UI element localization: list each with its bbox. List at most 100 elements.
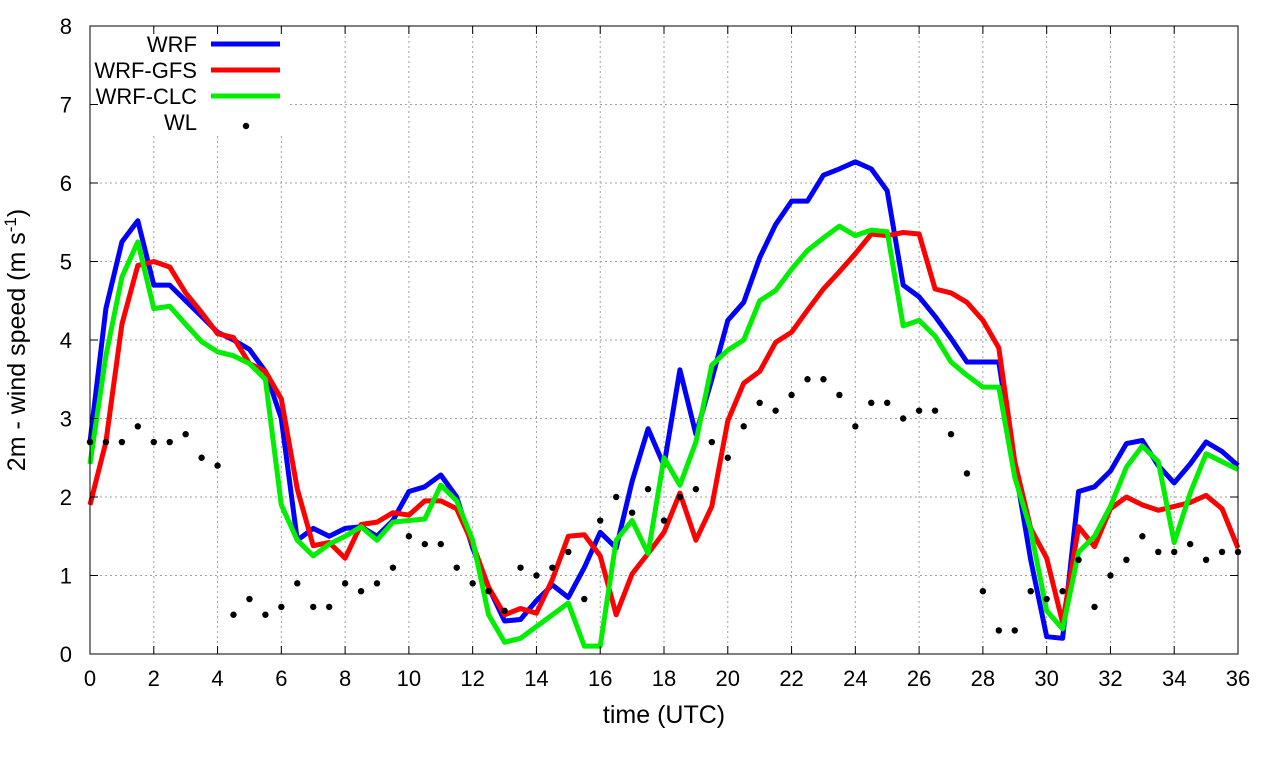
data-point-wl	[995, 627, 1003, 634]
data-point-wl	[1202, 556, 1210, 563]
data-point-wl	[676, 493, 684, 501]
data-point-wl	[421, 540, 429, 548]
data-point-wl	[836, 391, 843, 399]
x-tick-label: 18	[652, 666, 676, 691]
series-line-wrf-gfs	[87, 230, 1241, 626]
data-point-wl	[1027, 588, 1034, 595]
legend-label-wrf: WRF	[147, 32, 197, 57]
data-point-wl	[979, 588, 987, 595]
legend-label-wrf-clc: WRF-CLC	[96, 84, 198, 109]
y-tick-label: 2	[60, 485, 72, 510]
data-point-wl	[1139, 533, 1146, 540]
data-point-wl	[612, 493, 620, 501]
data-point-wl	[246, 595, 253, 603]
data-point-wl	[597, 517, 604, 524]
x-tick-label: 2	[148, 666, 160, 691]
legend-label-wrf-gfs: WRF-GFS	[94, 58, 197, 83]
data-point-wl	[485, 588, 492, 595]
data-point-wl	[118, 438, 126, 446]
data-point-wl	[262, 611, 269, 618]
data-point-wl	[708, 438, 716, 446]
data-point-wl	[1171, 548, 1178, 556]
data-point-wl	[915, 407, 923, 414]
x-tick-label: 14	[524, 666, 548, 691]
data-point-wl	[214, 462, 221, 469]
data-point-wl	[102, 438, 110, 446]
y-tick-label: 4	[60, 328, 72, 353]
x-tick-label: 22	[779, 666, 803, 691]
x-tick-label: 30	[1034, 666, 1058, 691]
data-point-wl	[1155, 548, 1162, 556]
x-tick-label: 8	[339, 666, 351, 691]
data-point-wl	[820, 376, 827, 383]
data-point-wl	[756, 399, 763, 406]
legend-label-wl: WL	[164, 110, 197, 135]
x-tick-label: 28	[971, 666, 995, 691]
data-point-wl	[692, 485, 700, 493]
data-point-wl	[899, 415, 907, 422]
data-point-wl	[660, 517, 668, 524]
data-point-wl	[533, 572, 540, 579]
x-tick-label: 26	[907, 666, 931, 691]
x-tick-label: 6	[275, 666, 287, 691]
data-point-wl	[198, 454, 205, 461]
x-tick-label: 24	[843, 666, 867, 691]
x-tick-label: 10	[397, 666, 421, 691]
y-tick-label: 1	[60, 564, 72, 589]
data-point-wl	[389, 564, 397, 571]
x-tick-label: 20	[716, 666, 740, 691]
data-point-wl	[134, 423, 142, 430]
data-point-wl	[963, 470, 971, 477]
y-axis-label-close: )	[3, 209, 31, 217]
x-tick-label: 36	[1226, 666, 1250, 691]
data-point-wl	[772, 407, 779, 414]
data-point-wl	[1218, 548, 1226, 556]
data-point-wl	[644, 485, 652, 493]
data-point-wl	[931, 407, 939, 414]
data-point-wl	[325, 603, 333, 611]
data-point-wl	[1011, 627, 1018, 634]
y-axis-label: 2m - wind speed (m s-1)	[1, 209, 32, 471]
y-tick-label: 5	[60, 250, 72, 275]
data-point-wl	[437, 540, 444, 548]
y-axis-label-main: 2m - wind speed (m s	[3, 232, 31, 471]
data-point-wl	[1043, 595, 1050, 603]
y-tick-label: 6	[60, 171, 72, 196]
data-point-wl	[868, 399, 875, 406]
data-point-wl	[852, 423, 859, 430]
data-point-wl	[182, 431, 189, 438]
x-tick-label: 34	[1162, 666, 1186, 691]
legend-swatch-wl	[242, 122, 250, 130]
data-point-wl	[581, 595, 588, 603]
data-point-wl	[740, 423, 747, 430]
x-tick-label: 16	[588, 666, 612, 691]
data-point-wl	[884, 399, 891, 406]
data-point-wl	[166, 438, 173, 446]
data-point-wl	[230, 611, 237, 618]
series-line-wrf-clc	[87, 223, 1240, 649]
data-point-wl	[453, 564, 460, 571]
data-point-wl	[1123, 556, 1130, 563]
y-tick-label: 7	[60, 93, 72, 118]
data-point-wl	[150, 438, 157, 446]
data-point-wl	[517, 564, 524, 571]
y-tick-label: 0	[60, 642, 72, 667]
data-point-wl	[1075, 556, 1082, 563]
data-point-wl	[947, 431, 955, 438]
data-point-wl	[341, 580, 349, 587]
data-point-wl	[1059, 588, 1066, 595]
data-point-wl	[1107, 572, 1114, 579]
x-tick-label: 4	[211, 666, 223, 691]
data-point-wl	[628, 509, 636, 516]
data-point-wl	[310, 603, 317, 611]
data-point-wl	[788, 391, 795, 399]
data-point-wl	[357, 588, 365, 595]
x-tick-label: 0	[84, 666, 96, 691]
data-point-wl	[549, 564, 556, 571]
y-tick-label: 8	[60, 14, 72, 39]
data-point-wl	[1186, 540, 1194, 548]
data-point-wl	[724, 454, 731, 461]
y-axis-label-superscript: -1	[1, 217, 20, 232]
